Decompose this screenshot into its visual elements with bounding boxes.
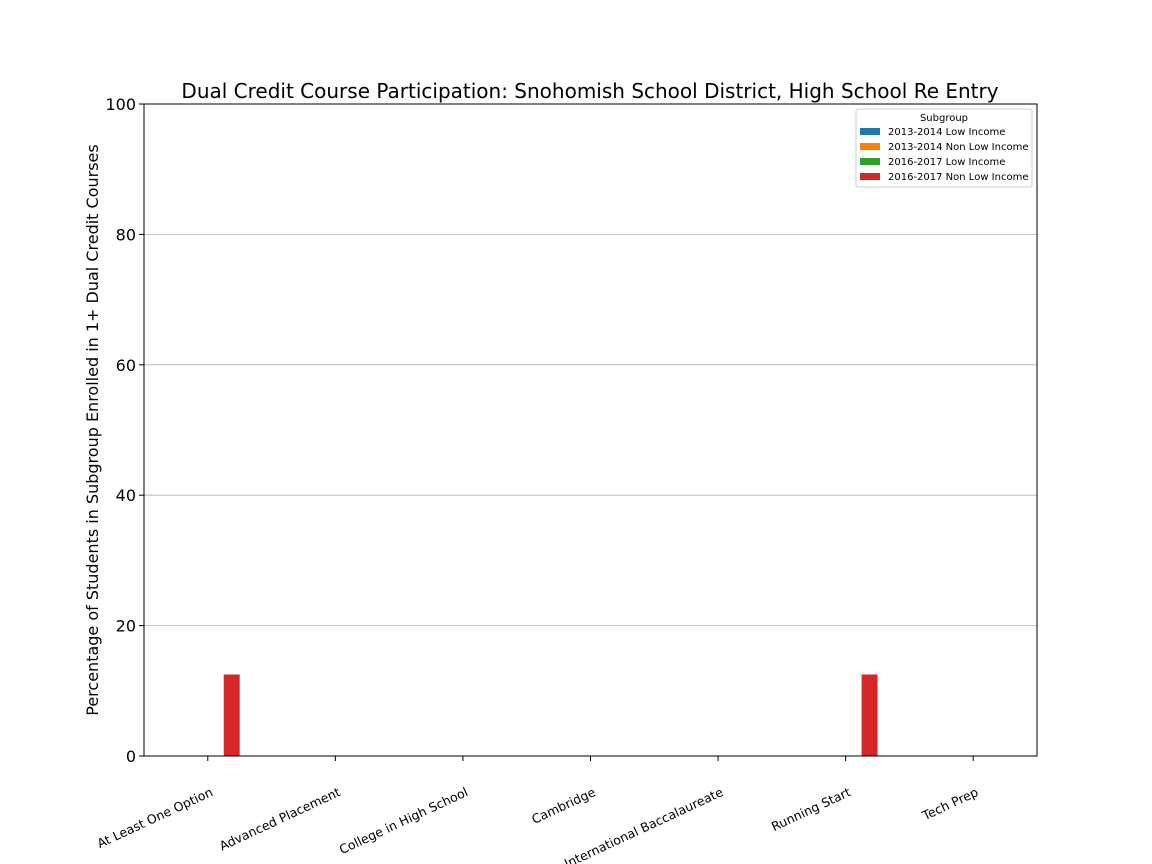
x-tick-label: Running Start [769,784,853,834]
legend-label: 2016-2017 Non Low Income [888,172,1028,183]
legend-swatch [860,143,880,150]
y-tick-label: 80 [116,225,136,244]
gridlines [144,233,1037,626]
legend-label: 2013-2014 Low Income [888,127,1005,138]
bar [223,674,240,756]
legend-box [855,108,1033,188]
y-tick-label: 0 [126,747,136,766]
bars [223,674,878,756]
legend-label: 2013-2014 Non Low Income [888,142,1028,153]
legend-title: Subgroup [920,113,968,124]
bar [861,674,878,756]
x-axis-ticks: At Least One Option Advanced PlacementCol… [95,756,981,864]
legend-swatch [860,173,880,180]
legend-swatch [860,128,880,135]
x-tick-label: Advanced Placement [217,784,343,853]
legend: Subgroup 2013-2014 Low Income 2013-2014 N… [855,108,1033,188]
chart-title: Dual Credit Course Participation: Snohom… [181,79,998,103]
x-tick-label: College in High School [337,784,470,857]
y-tick-label: 40 [116,486,136,505]
legend-label: 2016-2017 Low Income [888,157,1005,168]
x-tick-label: At Least One Option [95,784,215,851]
y-tick-label: 100 [105,95,136,114]
y-tick-label: 20 [116,617,136,636]
plot-area-frame [143,103,1038,757]
x-tick-label: Tech Prep [919,784,980,823]
y-axis-ticks: 0 20 40 60 80 100 [105,95,144,766]
legend-swatch [860,158,880,165]
y-axis-label: Percentage of Students in Subgroup Enrol… [83,144,102,715]
x-tick-label: Cambridge [529,784,598,827]
y-tick-label: 60 [116,356,136,375]
